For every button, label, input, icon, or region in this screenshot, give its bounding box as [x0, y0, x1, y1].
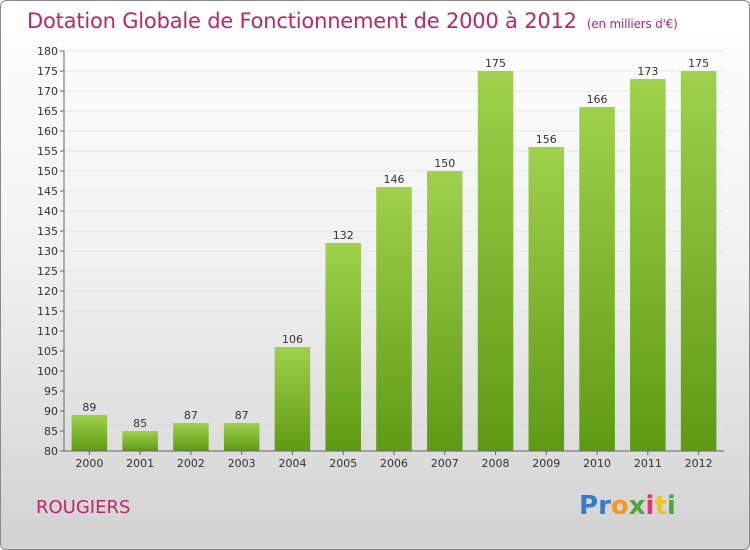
data-label: 85	[133, 417, 147, 430]
data-label: 146	[384, 173, 405, 186]
logo-letter: i	[666, 491, 676, 521]
y-tick-label: 80	[44, 445, 58, 458]
y-tick-label: 180	[37, 45, 58, 58]
data-label: 132	[333, 229, 354, 242]
logo-letter: t	[654, 491, 667, 521]
bar	[376, 187, 412, 451]
y-tick-label: 155	[37, 145, 58, 158]
data-label: 173	[637, 65, 658, 78]
data-label: 175	[688, 57, 709, 70]
bar	[71, 415, 108, 451]
logo-letter: i	[645, 491, 655, 521]
y-tick-label: 115	[37, 305, 58, 318]
bar	[274, 347, 311, 451]
y-tick-label: 150	[37, 165, 58, 178]
bar	[427, 171, 463, 451]
y-tick-label: 100	[37, 365, 58, 378]
y-tick-label: 170	[37, 85, 58, 98]
y-tick-label: 165	[37, 105, 58, 118]
bar	[528, 147, 565, 451]
y-tick-label: 120	[37, 285, 58, 298]
bar	[122, 431, 158, 451]
y-tick-label: 145	[37, 185, 58, 198]
x-tick-label: 2008	[482, 457, 510, 470]
logo-letter: x	[628, 491, 646, 521]
logo-letter: r	[598, 491, 611, 521]
proxiti-logo[interactable]: Proxiti	[579, 491, 676, 521]
y-tick-label: 90	[44, 405, 58, 418]
chart-title: Dotation Globale de Fonctionnement de 20…	[27, 9, 678, 33]
x-tick-label: 2000	[75, 457, 103, 470]
y-tick-label: 135	[37, 225, 58, 238]
y-tick-label: 175	[37, 65, 58, 78]
x-tick-label: 2002	[177, 457, 205, 470]
y-tick-label: 95	[44, 385, 58, 398]
y-tick-label: 140	[37, 205, 58, 218]
bar	[477, 71, 514, 451]
x-tick-label: 2003	[228, 457, 256, 470]
axes: 80 85 90 95 100 105 110 115 120 125 130 135 140 145 15…	[37, 45, 724, 470]
bar	[680, 71, 717, 451]
data-label: 175	[485, 57, 506, 70]
y-tick-label: 160	[37, 125, 58, 138]
y-tick-label: 130	[37, 245, 58, 258]
bar	[173, 423, 209, 451]
chart-title-text: Dotation Globale de Fonctionnement de 20…	[27, 9, 577, 33]
data-label: 150	[434, 157, 455, 170]
x-tick-label: 2001	[126, 457, 154, 470]
data-label: 89	[82, 401, 96, 414]
data-label: 87	[184, 409, 198, 422]
bar	[579, 107, 615, 451]
x-tick-label: 2010	[583, 457, 611, 470]
y-tick-label: 125	[37, 265, 58, 278]
y-tick-label: 110	[37, 325, 58, 338]
logo-letter: o	[610, 491, 629, 521]
logo-letter: P	[579, 491, 599, 521]
y-tick-label: 85	[44, 425, 58, 438]
x-tick-label: 2009	[532, 457, 560, 470]
x-tick-label: 2005	[329, 457, 357, 470]
y-tick-label: 105	[37, 345, 58, 358]
x-tick-label: 2007	[431, 457, 459, 470]
data-label: 166	[587, 93, 608, 106]
x-tick-label: 2012	[685, 457, 713, 470]
bar	[325, 243, 361, 451]
bar	[223, 423, 260, 451]
x-tick-label: 2011	[634, 457, 662, 470]
data-label: 106	[282, 333, 303, 346]
bars: 89 85 87 87 106 132 146 150 175 156 166 173 175	[71, 57, 717, 451]
bar	[630, 79, 666, 451]
x-tick-label: 2006	[380, 457, 408, 470]
commune-name: ROUGIERS	[36, 497, 131, 518]
x-tick-label: 2004	[278, 457, 306, 470]
unit-label: (en milliers d'€)	[586, 17, 678, 31]
data-label: 156	[536, 133, 557, 146]
data-label: 87	[235, 409, 249, 422]
